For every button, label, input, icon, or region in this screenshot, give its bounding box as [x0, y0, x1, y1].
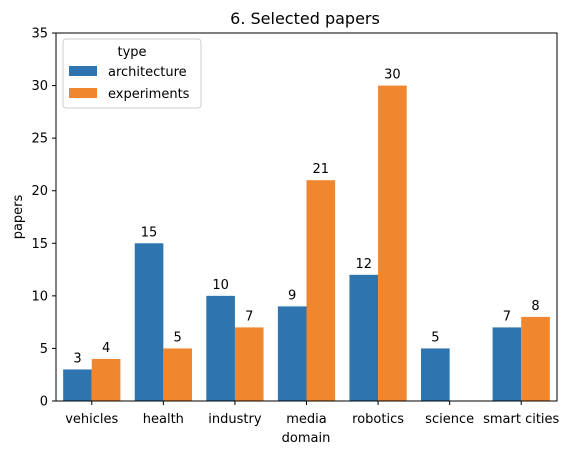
x-tick-label: media: [286, 412, 327, 427]
y-tick-label: 0: [40, 395, 48, 410]
legend: type architecture experiments: [62, 38, 202, 109]
plot-frame: [55, 32, 558, 402]
bar-experiments-health: [163, 348, 192, 401]
y-tick-label: 15: [31, 237, 48, 252]
bar-architecture-vehicles: [63, 369, 92, 401]
chart-title: 6. Selected papers: [230, 9, 380, 28]
legend-title: type: [117, 45, 146, 60]
bar-experiments-smart-cities: [521, 316, 550, 401]
y-tick-label: 20: [31, 184, 48, 199]
x-tick-label: vehicles: [65, 412, 118, 427]
data-label-architecture-smart-cities: 7: [503, 309, 511, 324]
data-label-architecture-science: 5: [431, 330, 439, 345]
y-tick-label: 30: [31, 79, 48, 94]
bar-architecture-smart-cities: [492, 327, 522, 401]
legend-label-experiments: experiments: [108, 87, 190, 102]
bar-architecture-robotics: [349, 274, 379, 401]
bar-experiments-vehicles: [91, 358, 121, 401]
y-tick-label: 25: [31, 132, 48, 147]
bar-experiments-robotics: [378, 85, 407, 402]
data-label-experiments-robotics: 30: [384, 68, 401, 83]
data-label-experiments-media: 21: [313, 162, 330, 177]
data-label-architecture-vehicles: 3: [73, 351, 81, 366]
y-axis-label: papers: [11, 194, 26, 239]
data-label-architecture-health: 15: [141, 225, 158, 240]
bar-architecture-health: [134, 243, 164, 401]
axes-layer: vehicles health industry media robotics scien…: [31, 27, 559, 428]
data-label-experiments-health: 5: [174, 330, 182, 345]
x-tick-label: robotics: [352, 412, 404, 427]
legend-swatch-architecture: [69, 66, 97, 76]
x-tick-label: health: [143, 412, 184, 427]
bar-architecture-industry: [206, 295, 235, 401]
legend-frame: [62, 38, 202, 109]
x-tick-label: industry: [208, 412, 262, 427]
data-label-experiments-industry: 7: [245, 309, 253, 324]
y-tick-label: 10: [31, 289, 48, 304]
bars-layer: [63, 85, 550, 402]
y-tick-label: 5: [40, 342, 48, 357]
y-tick-label: 35: [31, 27, 48, 42]
bar-architecture-science: [421, 348, 450, 401]
data-label-architecture-robotics: 12: [355, 257, 372, 272]
data-label-architecture-industry: 10: [212, 278, 229, 293]
bar-experiments-industry: [234, 327, 264, 401]
x-axis-label: domain: [282, 431, 331, 446]
legend-swatch-experiments: [69, 88, 97, 98]
data-label-experiments-smart-cities: 8: [531, 299, 539, 314]
x-tick-label: science: [425, 412, 474, 427]
data-label-experiments-vehicles: 4: [102, 341, 110, 356]
x-tick-label: smart cities: [483, 412, 559, 427]
legend-label-architecture: architecture: [108, 65, 187, 80]
bar-experiments-media: [306, 180, 336, 401]
data-labels-layer: 3 4 15 5 10 7 9 21 12 30 5 7 8: [73, 68, 539, 367]
data-label-architecture-media: 9: [288, 288, 296, 303]
bar-architecture-media: [277, 306, 307, 401]
